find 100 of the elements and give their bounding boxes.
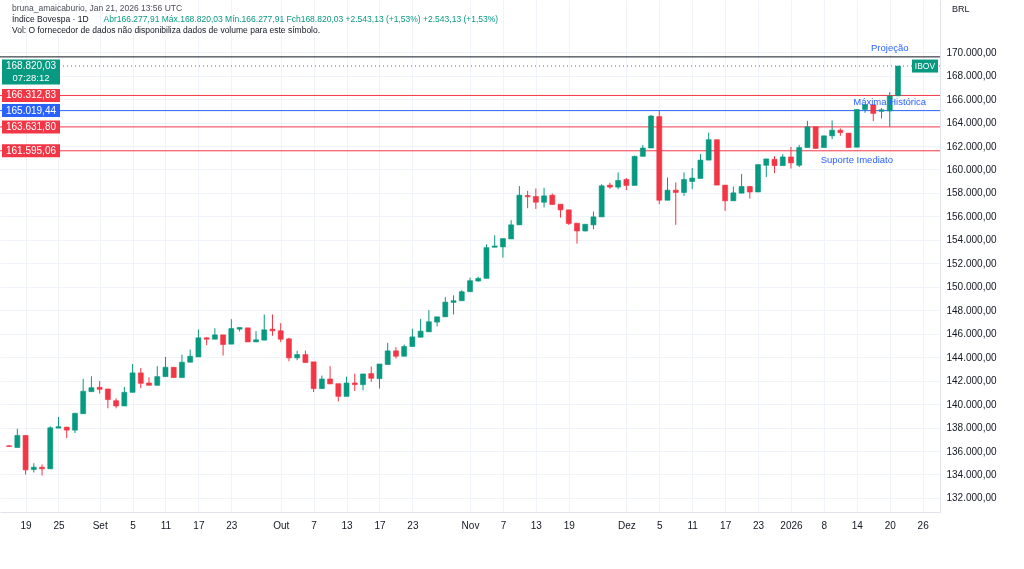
annotation: Abr166.277,91 Máx.168.820,03 Mín.166.277,91 Fch168.820,03 +2.543,13 (+1,53%) +2.543,13 (+1,53%) bbox=[103, 14, 499, 24]
x-tick-label: 23 bbox=[752, 519, 765, 531]
text: Índice Bovespa · 1D bbox=[12, 14, 89, 24]
annotation: Projeção bbox=[870, 41, 909, 53]
ref-line-label: 168.820,03 07:28:12 bbox=[5, 60, 57, 84]
candlestick bbox=[162, 356, 169, 378]
x-tick-label: 5 bbox=[657, 519, 664, 531]
y-tick-label: 162.000,00 bbox=[946, 140, 997, 152]
x-tick-label: Set bbox=[92, 519, 108, 531]
x-tick-label: Dez bbox=[617, 519, 636, 531]
annotation: bruna_amaicaburio, Jan 21, 2026 13:56 UTC bbox=[12, 3, 183, 13]
x-tick-label: 11 bbox=[687, 519, 699, 531]
annotation: Vol: O fornecedor de dados não disponibiliza dados de volume para este símbolo. bbox=[12, 25, 321, 35]
y-tick-label: 144.000,00 bbox=[946, 351, 997, 363]
candlestick bbox=[705, 132, 712, 161]
candlestick bbox=[689, 167, 696, 190]
x-tick-label: 19 bbox=[20, 519, 33, 531]
x-tick-label: 13 bbox=[341, 519, 354, 531]
candlestick bbox=[154, 365, 161, 386]
candlestick bbox=[615, 171, 621, 190]
candlestick bbox=[376, 363, 383, 390]
candlestick bbox=[804, 120, 811, 149]
candlestick bbox=[533, 188, 539, 210]
candlestick bbox=[220, 334, 226, 357]
candlestick bbox=[146, 376, 152, 386]
ref-line-label: 165.019,44 bbox=[5, 104, 57, 116]
candlestick bbox=[384, 342, 391, 366]
candlestick bbox=[829, 119, 835, 140]
candlestick bbox=[393, 346, 399, 360]
ref-line-label: 163.631,80 bbox=[5, 120, 57, 132]
y-tick-label: 154.000,00 bbox=[946, 234, 997, 246]
x-tick-label: 23 bbox=[226, 519, 238, 531]
candlestick bbox=[277, 322, 284, 343]
x-tick-label: 8 bbox=[821, 519, 828, 531]
candlestick bbox=[500, 238, 506, 259]
x-tick-label: 19 bbox=[563, 519, 576, 531]
annotation: Suporte Imediato bbox=[820, 153, 893, 165]
candlestick bbox=[450, 294, 457, 315]
candlestick bbox=[442, 296, 449, 318]
x-tick-label: 7 bbox=[500, 519, 507, 531]
x-tick-label: Nov bbox=[461, 519, 480, 531]
candlestick bbox=[129, 363, 136, 393]
y-tick-label: 160.000,00 bbox=[946, 163, 997, 175]
x-tick-label: 26 bbox=[917, 519, 930, 531]
y-tick-label: 134.000,00 bbox=[946, 468, 997, 480]
y-tick-label: 132.000,00 bbox=[946, 492, 997, 504]
candlestick bbox=[228, 318, 235, 345]
candlestick bbox=[39, 463, 45, 477]
x-tick-label: 13 bbox=[530, 519, 543, 531]
ref-line-label: 161.595,06 bbox=[5, 144, 57, 156]
candlestick bbox=[796, 144, 802, 168]
candlestick bbox=[14, 428, 21, 448]
candlestick bbox=[269, 313, 276, 337]
candlestick bbox=[508, 219, 514, 240]
x-tick-label: 17 bbox=[374, 519, 386, 531]
candlestick bbox=[574, 222, 580, 245]
candlestick bbox=[80, 378, 86, 415]
candlestick bbox=[195, 328, 202, 358]
ref-line-label: 166.312,83 bbox=[5, 89, 57, 101]
candlestick bbox=[664, 176, 671, 201]
x-tick-label: 11 bbox=[160, 519, 172, 531]
y-tick-label: 148.000,00 bbox=[946, 304, 997, 316]
candlestick bbox=[763, 158, 770, 178]
candlestick bbox=[121, 386, 128, 407]
y-tick-label: 150.000,00 bbox=[946, 281, 997, 293]
x-tick-label: 25 bbox=[53, 519, 65, 531]
y-tick-label: 152.000,00 bbox=[946, 257, 997, 269]
y-tick-label: 140.000,00 bbox=[946, 398, 997, 410]
y-tick-label: 166.000,00 bbox=[946, 93, 997, 105]
candlestick bbox=[722, 184, 728, 212]
candlestick bbox=[541, 187, 547, 208]
y-tick-label: 142.000,00 bbox=[946, 375, 997, 387]
y-tick-label: 164.000,00 bbox=[946, 117, 997, 129]
x-tick-label: 14 bbox=[851, 519, 864, 531]
y-tick-label: 136.000,00 bbox=[946, 445, 997, 457]
candlestick bbox=[138, 367, 144, 389]
y-axis-title: BRL bbox=[952, 4, 970, 14]
x-tick-label: 17 bbox=[193, 519, 205, 531]
series-label: IBOV bbox=[914, 61, 936, 72]
y-tick-label: 168.000,00 bbox=[946, 70, 997, 82]
candlestick bbox=[327, 365, 333, 385]
candlestick bbox=[426, 309, 432, 333]
y-tick-label: 146.000,00 bbox=[946, 328, 997, 340]
candlestick bbox=[105, 388, 111, 409]
y-tick-label: 170.000,00 bbox=[946, 46, 997, 58]
y-tick-label: 158.000,00 bbox=[946, 187, 997, 199]
x-tick-label: Out bbox=[273, 519, 290, 531]
x-tick-label: 5 bbox=[130, 519, 137, 531]
x-tick-label: 2026 bbox=[780, 519, 804, 531]
candlestick bbox=[697, 153, 704, 179]
x-tick-label: 17 bbox=[720, 519, 732, 531]
y-tick-label: 156.000,00 bbox=[946, 210, 997, 222]
candlestick bbox=[261, 313, 268, 341]
y-tick-label: 138.000,00 bbox=[946, 422, 997, 434]
x-tick-label: 7 bbox=[311, 519, 318, 531]
candlestick bbox=[672, 181, 679, 226]
candlestick bbox=[343, 376, 350, 397]
candlestick bbox=[681, 171, 687, 197]
x-tick-label: 23 bbox=[407, 519, 419, 531]
candlestick bbox=[212, 327, 218, 340]
